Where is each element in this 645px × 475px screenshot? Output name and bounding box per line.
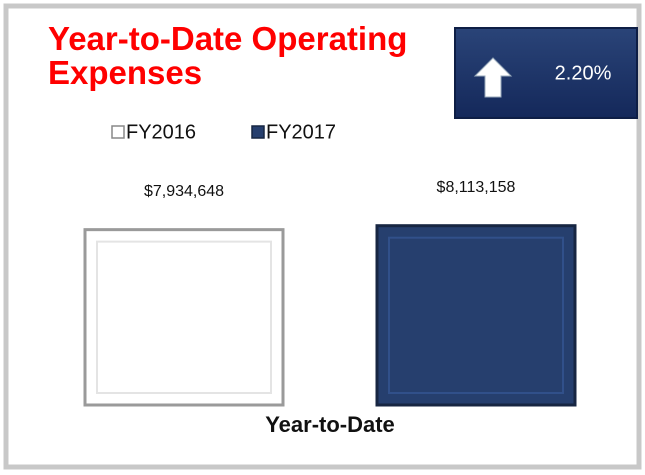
bar [375,224,577,407]
legend-swatch [251,125,265,139]
data-label: $8,113,158 [437,179,516,196]
chart-title: Year-to-Date Operating Expenses [48,20,408,91]
x-tick-label: Year-to-Date [265,412,395,437]
up-arrow [473,57,513,98]
legend-label: FY2016 [126,121,196,143]
bar-bevel [96,240,272,394]
legend-swatch [111,125,125,139]
legend-label: FY2017 [266,121,336,143]
change-label: 2.20% [555,62,612,84]
data-label: $7,934,648 [144,183,224,200]
bar-bevel [388,236,564,394]
bar [83,228,285,407]
